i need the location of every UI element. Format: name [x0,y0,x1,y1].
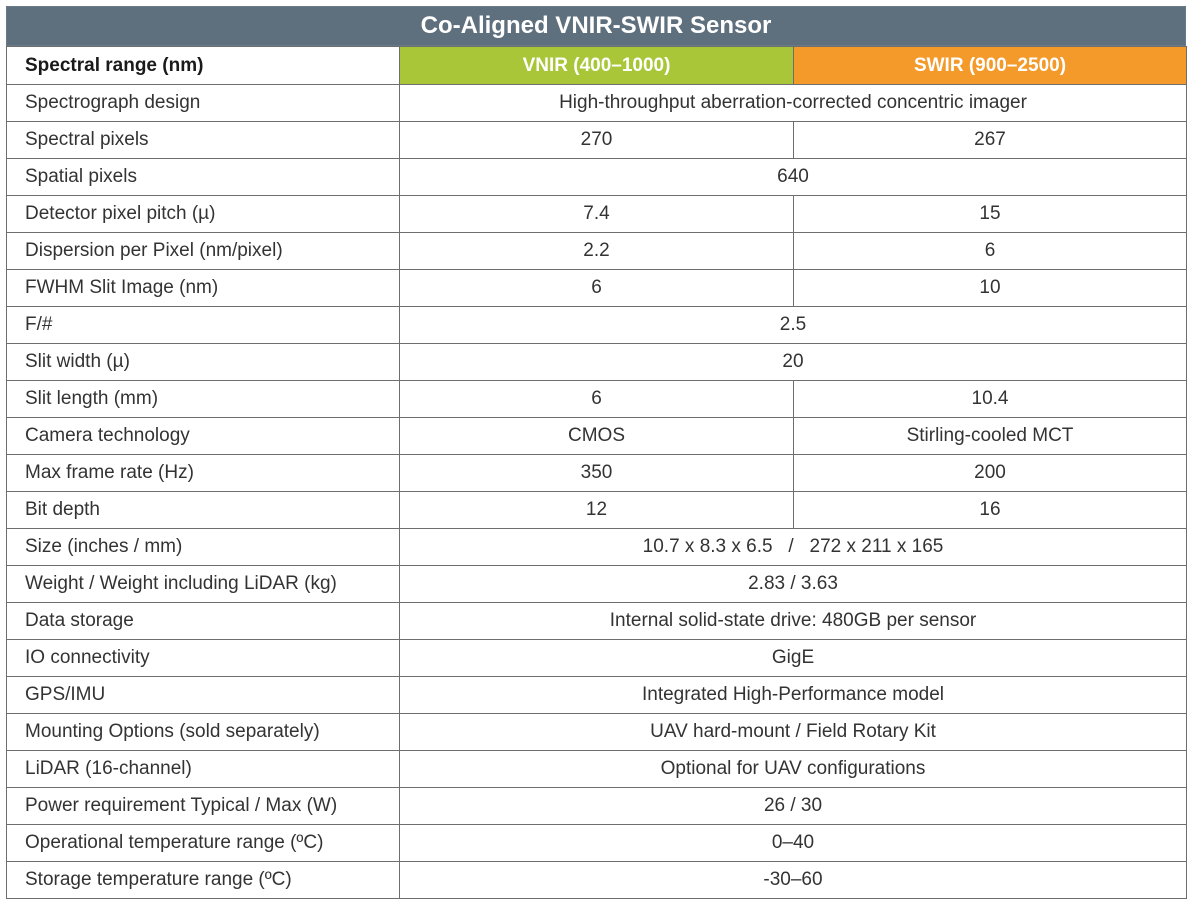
row-value-vnir: 6 [399,380,794,418]
row-label: Spectrograph design [6,84,400,122]
spec-body: Spectrograph design High-throughput aberr… [6,84,1187,899]
table-row: Spectrograph design High-throughput aberr… [6,84,1187,122]
row-value-swir: 16 [793,491,1187,529]
table-row: Data storage Internal solid-state drive: … [6,602,1187,640]
row-value-vnir: 6 [399,269,794,307]
row-label: Size (inches / mm) [6,528,400,566]
row-label: Mounting Options (sold separately) [6,713,400,751]
row-value-shared: 26 / 30 [399,787,1187,825]
row-label: Operational temperature range (ºC) [6,824,400,862]
table-row: Storage temperature range (ºC) -30–60 [6,861,1187,899]
row-value-shared: -30–60 [399,861,1187,899]
spec-sheet: Co-Aligned VNIR-SWIR Sensor Spectral ran… [6,6,1187,899]
row-label: LiDAR (16-channel) [6,750,400,788]
table-row: Mounting Options (sold separately) UAV ha… [6,713,1187,751]
row-value-vnir: 2.2 [399,232,794,270]
row-value-shared: Integrated High-Performance model [399,676,1187,714]
table-row: GPS/IMU Integrated High-Performance model [6,676,1187,714]
table-row: Size (inches / mm) 10.7 x 8.3 x 6.5 / 272… [6,528,1187,566]
table-row: Camera technology CMOS Stirling-cooled MCT [6,417,1187,455]
row-label: Power requirement Typical / Max (W) [6,787,400,825]
row-value-shared: 10.7 x 8.3 x 6.5 / 272 x 211 x 165 [399,528,1187,566]
table-row: Power requirement Typical / Max (W) 26 / … [6,787,1187,825]
row-label: Spatial pixels [6,158,400,196]
row-value-vnir: CMOS [399,417,794,455]
row-value-shared: Optional for UAV configurations [399,750,1187,788]
table-row: IO connectivity GigE [6,639,1187,677]
row-label: Detector pixel pitch (µ) [6,195,400,233]
row-label: F/# [6,306,400,344]
row-value-shared: 20 [399,343,1187,381]
row-label: Slit width (µ) [6,343,400,381]
table-row: Weight / Weight including LiDAR (kg) 2.83… [6,565,1187,603]
row-value-swir: 6 [793,232,1187,270]
row-value-shared: High-throughput aberration-corrected con… [399,84,1187,122]
table-row: Operational temperature range (ºC) 0–40 [6,824,1187,862]
row-value-vnir: 270 [399,121,794,159]
row-label: Storage temperature range (ºC) [6,861,400,899]
table-row: F/# 2.5 [6,306,1187,344]
table-row: Slit width (µ) 20 [6,343,1187,381]
row-value-shared: UAV hard-mount / Field Rotary Kit [399,713,1187,751]
table-row: FWHM Slit Image (nm) 6 10 [6,269,1187,307]
row-label: Dispersion per Pixel (nm/pixel) [6,232,400,270]
row-label: Bit depth [6,491,400,529]
header-row: Spectral range (nm) VNIR (400–1000) SWIR… [6,46,1187,85]
row-label: Spectral pixels [6,121,400,159]
spec-table: Spectral range (nm) VNIR (400–1000) SWIR… [6,46,1187,899]
table-row: Bit depth 12 16 [6,491,1187,529]
table-row: Dispersion per Pixel (nm/pixel) 2.2 6 [6,232,1187,270]
row-value-shared: GigE [399,639,1187,677]
row-label: Weight / Weight including LiDAR (kg) [6,565,400,603]
row-label: Data storage [6,602,400,640]
row-label: GPS/IMU [6,676,400,714]
row-label: FWHM Slit Image (nm) [6,269,400,307]
row-value-shared: 640 [399,158,1187,196]
row-value-vnir: 12 [399,491,794,529]
row-value-shared: Internal solid-state drive: 480GB per se… [399,602,1187,640]
table-row: Max frame rate (Hz) 350 200 [6,454,1187,492]
row-label: Camera technology [6,417,400,455]
table-row: LiDAR (16-channel) Optional for UAV confi… [6,750,1187,788]
row-value-shared: 2.5 [399,306,1187,344]
table-row: Slit length (mm) 6 10.4 [6,380,1187,418]
header-swir: SWIR (900–2500) [793,46,1187,85]
row-value-swir: 15 [793,195,1187,233]
table-row: Spatial pixels 640 [6,158,1187,196]
row-label: IO connectivity [6,639,400,677]
row-value-shared: 0–40 [399,824,1187,862]
row-value-shared: 2.83 / 3.63 [399,565,1187,603]
row-label: Max frame rate (Hz) [6,454,400,492]
row-label: Slit length (mm) [6,380,400,418]
header-label: Spectral range (nm) [6,46,400,85]
row-value-swir: 10 [793,269,1187,307]
row-value-vnir: 7.4 [399,195,794,233]
table-title: Co-Aligned VNIR-SWIR Sensor [6,6,1186,46]
row-value-swir: 267 [793,121,1187,159]
table-row: Spectral pixels 270 267 [6,121,1187,159]
row-value-swir: 200 [793,454,1187,492]
table-row: Detector pixel pitch (µ) 7.4 15 [6,195,1187,233]
header-vnir: VNIR (400–1000) [399,46,794,85]
row-value-vnir: 350 [399,454,794,492]
row-value-swir: Stirling-cooled MCT [793,417,1187,455]
row-value-swir: 10.4 [793,380,1187,418]
